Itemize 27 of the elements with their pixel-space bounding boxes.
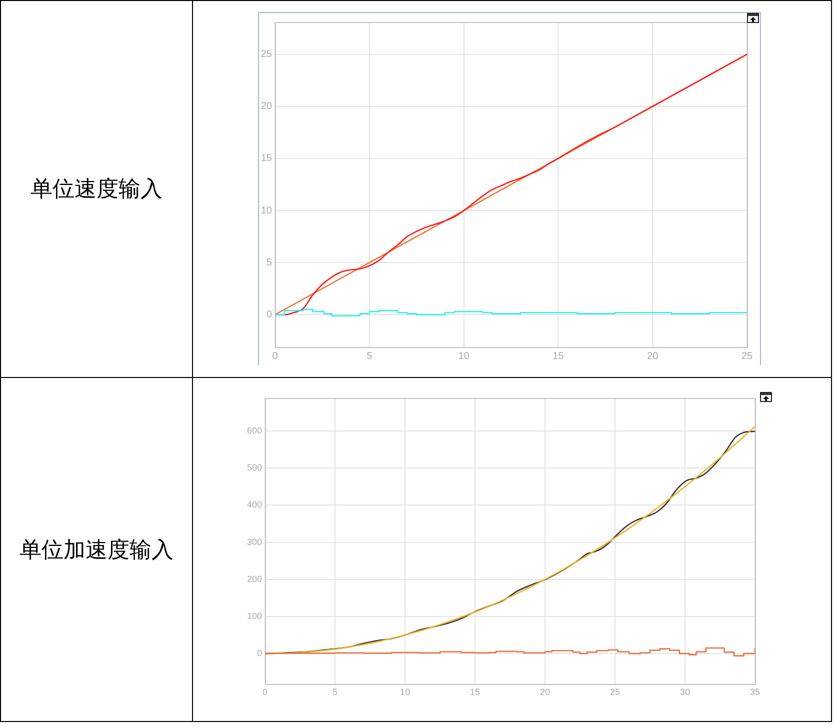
- y-tick-label: 500: [246, 462, 262, 473]
- y-tick-label: 0: [256, 648, 262, 658]
- x-tick-label: 15: [552, 350, 564, 362]
- x-tick-label: 20: [540, 686, 550, 697]
- x-tick-label: 25: [741, 350, 753, 362]
- y-tick-label: 20: [260, 101, 272, 112]
- x-tick-label: 5: [366, 350, 373, 362]
- y-tick-label: 0: [266, 309, 272, 320]
- y-tick-label: 25: [260, 49, 272, 60]
- y-tick-label: 100: [246, 610, 262, 621]
- x-tick-label: 35: [750, 686, 760, 697]
- y-tick-label: 10: [260, 205, 272, 216]
- x-tick-label: 15: [470, 686, 480, 697]
- x-tick-label: 5: [332, 686, 338, 697]
- y-tick-label: 15: [260, 153, 272, 164]
- text: 单位速度输入: [30, 176, 162, 202]
- text: 单位加速度输入: [20, 536, 174, 562]
- y-tick-label: 200: [246, 574, 262, 584]
- x-tick-label: 10: [458, 350, 470, 362]
- x-tick-label: 20: [647, 350, 659, 362]
- x-tick-label: 25: [610, 686, 620, 697]
- x-tick-label: 30: [680, 686, 690, 697]
- x-tick-label: 10: [400, 686, 410, 697]
- y-tick-label: 600: [246, 426, 262, 436]
- y-tick-label: 5: [266, 257, 272, 268]
- y-tick-label: 300: [246, 536, 262, 547]
- y-tick-label: 400: [246, 500, 262, 510]
